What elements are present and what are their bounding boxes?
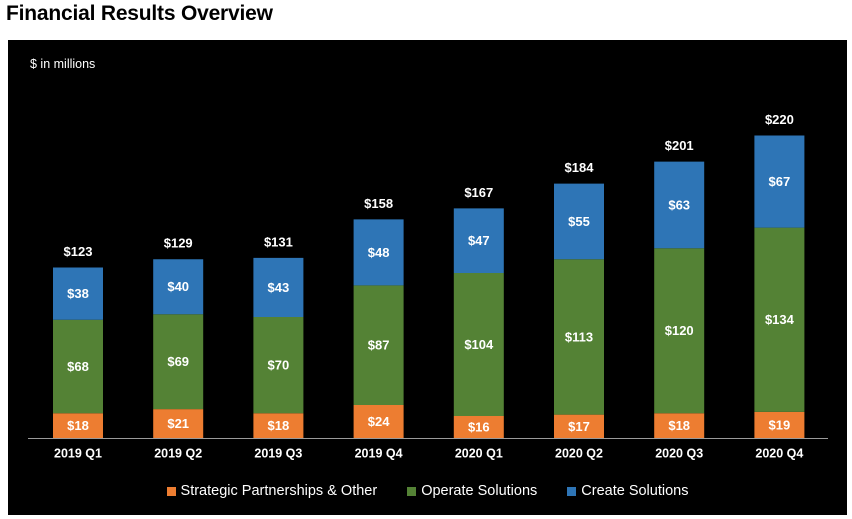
bar-segment-0-6 <box>654 413 705 438</box>
bar-segment-0-7 <box>754 411 805 438</box>
x-tick-label-0: 2019 Q1 <box>54 446 102 460</box>
data-label-2-1: $40 <box>167 279 189 294</box>
total-label-3: $158 <box>364 196 393 211</box>
data-label-2-2: $43 <box>268 280 290 295</box>
unit-note: $ in millions <box>30 57 96 71</box>
data-label-2-5: $55 <box>568 214 590 229</box>
data-label-1-3: $87 <box>368 338 390 353</box>
x-tick-label-1: 2019 Q2 <box>154 446 202 460</box>
bar-segment-2-5 <box>554 183 604 260</box>
data-label-1-6: $120 <box>665 323 694 338</box>
legend-item-create: Create Solutions <box>567 483 688 499</box>
data-label-1-2: $70 <box>268 358 290 373</box>
x-tick-label-2: 2019 Q3 <box>254 446 302 460</box>
bar-segment-0-0 <box>53 413 103 438</box>
data-label-2-6: $63 <box>668 197 690 212</box>
data-label-0-2: $18 <box>268 418 290 433</box>
chart-legend: Strategic Partnerships & Other Operate S… <box>8 483 847 499</box>
x-tick-label-7: 2020 Q4 <box>755 446 803 460</box>
data-label-1-4: $104 <box>464 337 494 352</box>
data-label-0-0: $18 <box>67 418 89 433</box>
x-tick-label-6: 2020 Q3 <box>655 446 703 460</box>
legend-swatch-strategic <box>166 486 176 496</box>
bar-segment-2-1 <box>153 259 204 315</box>
page-title: Financial Results Overview <box>6 2 273 25</box>
total-label-6: $201 <box>665 138 694 153</box>
total-label-0: $123 <box>64 244 93 259</box>
total-label-4: $167 <box>464 185 493 200</box>
data-label-1-0: $68 <box>67 359 89 374</box>
data-label-1-5: $113 <box>565 329 593 344</box>
bar-segment-1-6 <box>654 248 705 414</box>
bar-segment-1-0 <box>53 319 103 414</box>
legend-label-strategic: Strategic Partnerships & Other <box>180 483 378 499</box>
data-label-2-4: $47 <box>468 233 490 248</box>
legend-label-create: Create Solutions <box>581 483 689 499</box>
data-label-2-7: $67 <box>769 174 791 189</box>
total-label-7: $220 <box>765 112 794 127</box>
total-label-1: $129 <box>164 236 193 251</box>
x-tick-label-4: 2020 Q1 <box>455 446 503 460</box>
data-label-1-1: $69 <box>167 354 189 369</box>
bar-segment-2-7 <box>754 135 805 228</box>
bar-segment-1-5 <box>554 259 604 415</box>
stacked-bar-chart: $18 $68 $38 $123 2019 Q1 $21 $69 $40 $129 2019 Q2… <box>28 112 828 460</box>
data-label-0-6: $18 <box>668 418 690 433</box>
bar-segment-0-2 <box>253 413 304 438</box>
bar-segment-0-5 <box>554 414 604 438</box>
bar-segment-0-1 <box>153 409 204 438</box>
legend-item-operate: Operate Solutions <box>407 483 537 499</box>
x-tick-label-3: 2019 Q4 <box>355 446 403 460</box>
data-label-0-7: $19 <box>769 417 791 432</box>
bar-segment-0-4 <box>453 416 504 438</box>
bar-segment-2-2 <box>253 257 304 317</box>
data-label-0-1: $21 <box>167 416 189 431</box>
legend-swatch-operate <box>407 486 417 496</box>
data-label-0-5: $17 <box>568 419 590 434</box>
data-label-1-7: $134 <box>765 312 795 327</box>
bar-segment-1-1 <box>153 314 204 410</box>
bar-segment-2-3 <box>353 219 404 286</box>
total-label-5: $184 <box>565 160 595 175</box>
bar-segment-1-4 <box>453 273 504 416</box>
data-label-2-0: $38 <box>67 286 89 301</box>
chart-panel: $ in millions $18 $68 $38 $123 2019 Q1 $21 $69… <box>8 40 847 515</box>
bar-segment-1-3 <box>353 285 404 405</box>
data-label-2-3: $48 <box>368 245 390 260</box>
bar-segment-2-4 <box>453 208 504 273</box>
bar-segment-2-0 <box>53 267 103 320</box>
data-label-0-3: $24 <box>368 414 390 429</box>
legend-label-operate: Operate Solutions <box>421 483 538 499</box>
bar-segment-2-6 <box>654 161 705 249</box>
total-label-2: $131 <box>264 234 293 249</box>
x-tick-label-5: 2020 Q2 <box>555 446 603 460</box>
legend-item-strategic: Strategic Partnerships & Other <box>166 483 378 499</box>
bar-segment-0-3 <box>353 405 404 438</box>
bar-segment-1-2 <box>253 317 304 414</box>
legend-swatch-create <box>567 486 577 496</box>
bar-segment-1-7 <box>754 227 805 412</box>
data-label-0-4: $16 <box>468 419 490 434</box>
